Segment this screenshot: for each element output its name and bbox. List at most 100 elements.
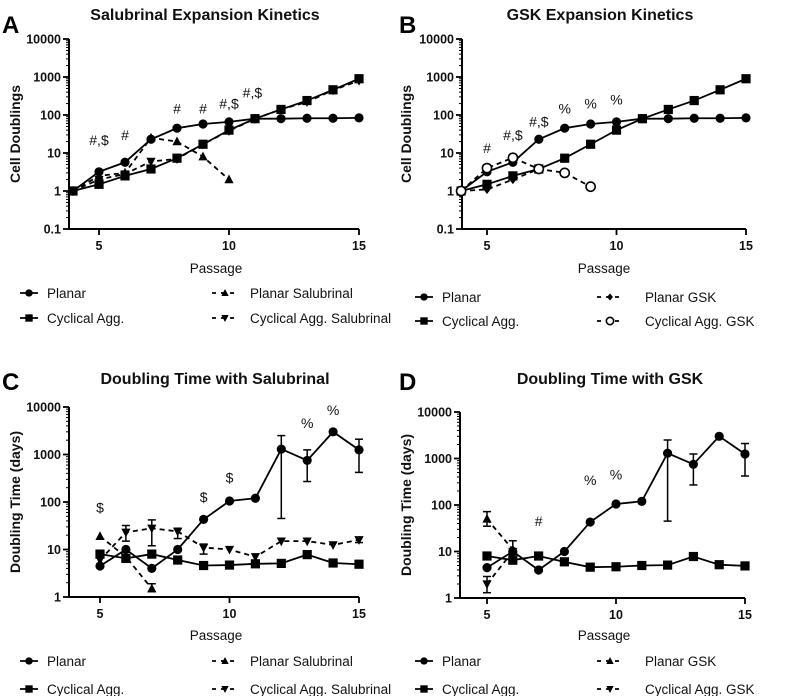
data-point: [354, 445, 364, 455]
data-point: [199, 543, 209, 553]
y-tick-label: 0.1: [437, 223, 454, 237]
series-line: [461, 168, 540, 192]
legend-item: Cyclical Agg. GSK: [597, 314, 755, 329]
data-point: [689, 95, 699, 106]
data-point: [146, 157, 156, 167]
y-tick-label: 1000: [424, 452, 452, 466]
y-tick-label: 100: [40, 496, 61, 510]
data-point: [611, 125, 622, 135]
data-point: [250, 559, 260, 569]
legend-marker-icon: [605, 316, 615, 326]
data-point: [146, 132, 156, 142]
data-point: [172, 136, 182, 146]
significance-annotation: %: [610, 467, 622, 483]
series-cyclical-agg-: [68, 74, 364, 196]
data-point: [559, 546, 570, 557]
data-point: [276, 114, 286, 124]
legend-label: Cyclical Agg. GSK: [645, 682, 755, 696]
series-planar: [456, 113, 751, 196]
x-tick-label: 5: [484, 239, 491, 253]
data-point: [173, 544, 183, 555]
data-point: [328, 86, 338, 96]
legend-label: Planar: [442, 290, 482, 305]
data-point: [534, 134, 544, 144]
legend-item: Cyclical Agg. GSK: [597, 682, 755, 696]
significance-annotation: %: [301, 415, 313, 431]
data-point: [302, 113, 312, 123]
series-cyclical-agg-salubrinal: [95, 519, 364, 566]
data-point: [302, 455, 312, 466]
significance-annotation: #: [121, 127, 129, 143]
legend-marker-icon: [420, 317, 428, 325]
significance-annotation: #,$: [89, 132, 109, 148]
data-point: [328, 427, 338, 437]
data-point: [559, 557, 569, 567]
chart-title: Doubling Time with Salubrinal: [100, 371, 329, 388]
data-point: [663, 104, 673, 115]
legend-label: Planar: [47, 654, 87, 669]
series-cyclical-agg-: [456, 74, 751, 196]
significance-annotation: $: [96, 500, 104, 516]
y-tick-label: 1: [447, 185, 454, 199]
x-axis-label: Passage: [190, 261, 243, 276]
data-point: [276, 105, 286, 115]
series-planar-salubrinal: [95, 531, 157, 593]
significance-annotation: #: [483, 140, 491, 156]
data-point: [121, 544, 131, 555]
data-point: [250, 493, 260, 503]
significance-annotation: #,$: [219, 95, 239, 111]
data-point: [224, 127, 234, 137]
data-point: [302, 550, 312, 560]
data-point: [302, 98, 312, 108]
data-point: [276, 537, 286, 547]
y-tick-label: 10000: [419, 33, 454, 47]
x-tick-label: 10: [223, 607, 237, 621]
data-point: [120, 170, 130, 180]
data-point: [147, 524, 157, 534]
legend-item: Cyclical Agg. Salubrinal: [212, 682, 391, 696]
data-point: [481, 162, 493, 174]
data-point: [714, 560, 724, 570]
data-point: [224, 496, 235, 506]
legend-item: Planar Salubrinal: [212, 286, 353, 301]
legend-label: Cyclical Agg.: [47, 682, 124, 696]
y-tick-label: 10: [47, 147, 61, 161]
legend-marker-icon: [606, 686, 614, 694]
series-line: [99, 535, 153, 590]
legend-label: Planar Salubrinal: [250, 654, 353, 669]
significance-annotation: %: [584, 95, 596, 111]
legend-item: Cyclical Agg.: [20, 311, 124, 326]
y-tick-label: 10000: [417, 406, 452, 420]
legend-label: Cyclical Agg.: [442, 682, 519, 696]
y-tick-label: 10: [47, 543, 61, 557]
data-point: [482, 551, 492, 561]
chart-title: GSK Expansion Kinetics: [507, 7, 694, 24]
data-point: [95, 561, 105, 571]
chart-panel-a: A Salubrinal Expansion Kinetics 0.1 1 10 100 1…: [2, 7, 391, 326]
significance-annotation: #,$: [529, 113, 549, 129]
legend-label: Cyclical Agg. GSK: [645, 314, 755, 329]
data-point: [354, 113, 364, 123]
data-point: [534, 551, 544, 561]
legend-item: Planar GSK: [597, 654, 716, 669]
legend-marker-icon: [420, 293, 428, 301]
data-point: [740, 561, 750, 571]
legend-item: Planar: [20, 654, 87, 669]
chart-panel-c: C Doubling Time with Salubrinal 1 10 100 1000…: [2, 369, 391, 696]
y-tick-label: 10000: [26, 33, 61, 47]
data-point: [585, 181, 596, 193]
data-point: [585, 562, 595, 572]
data-point: [68, 187, 78, 197]
data-point: [509, 174, 517, 185]
data-point: [173, 555, 183, 565]
data-point: [508, 555, 518, 565]
series-line: [486, 518, 514, 551]
y-axis-label: Cell Doublings: [398, 85, 414, 183]
legend-label: Cyclical Agg.: [442, 314, 519, 329]
data-point: [689, 113, 699, 123]
data-point: [482, 580, 492, 590]
panel-label: D: [399, 369, 416, 396]
data-point: [120, 157, 130, 167]
data-point: [172, 123, 182, 133]
